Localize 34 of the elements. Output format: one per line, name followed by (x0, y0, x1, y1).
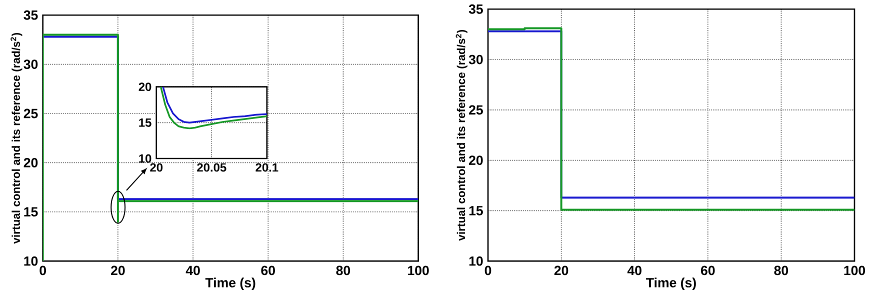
y-tick-label: 10 (139, 154, 152, 163)
x-tick-label: 40 (186, 266, 200, 276)
x-tick-label: 0 (40, 266, 46, 276)
x-tick-label: 60 (261, 266, 275, 276)
x-tick-label: 20 (111, 266, 125, 276)
x-tick-label: 100 (408, 266, 429, 276)
y-tick-label: 35 (468, 4, 483, 14)
line-series (42, 34, 418, 262)
y-axis-title: virtual control and its reference (rad/s$^{2}$) (10, 32, 22, 244)
x-tick-label: 40 (627, 266, 642, 276)
y-tick-label: 25 (469, 105, 483, 115)
x-tick-label: 100 (844, 266, 866, 276)
x-tick-label: 0 (484, 266, 492, 276)
y-tick-label: 10 (469, 256, 483, 266)
y-tick-label: 10 (24, 256, 38, 266)
y-tick-label: 35 (24, 10, 38, 20)
x-tick-label: 80 (336, 266, 350, 276)
y-tick-label: 30 (24, 60, 38, 70)
y-tick-label: 15 (469, 206, 483, 216)
x-tick-label: 20.1 (256, 163, 278, 172)
x-tick-label: 20 (150, 163, 163, 172)
y-tick-label: 15 (139, 118, 152, 127)
y-tick-label: 15 (24, 207, 38, 217)
x-tick-label: 20.05 (197, 163, 226, 172)
y-tick-label: 20 (138, 82, 152, 92)
y-axis-title: virtual control and its reference (rad/s$^{2}$) (456, 30, 468, 241)
y-tick-label: 25 (24, 108, 38, 118)
x-axis-title: Time (s) (205, 278, 256, 290)
x-tick-label: 20 (554, 266, 568, 276)
y-tick-label: 30 (468, 54, 483, 64)
x-axis-title: Time (s) (646, 278, 696, 290)
x-tick-label: 80 (774, 266, 788, 276)
y-tick-label: 20 (469, 156, 483, 166)
x-tick-label: 60 (700, 266, 715, 276)
